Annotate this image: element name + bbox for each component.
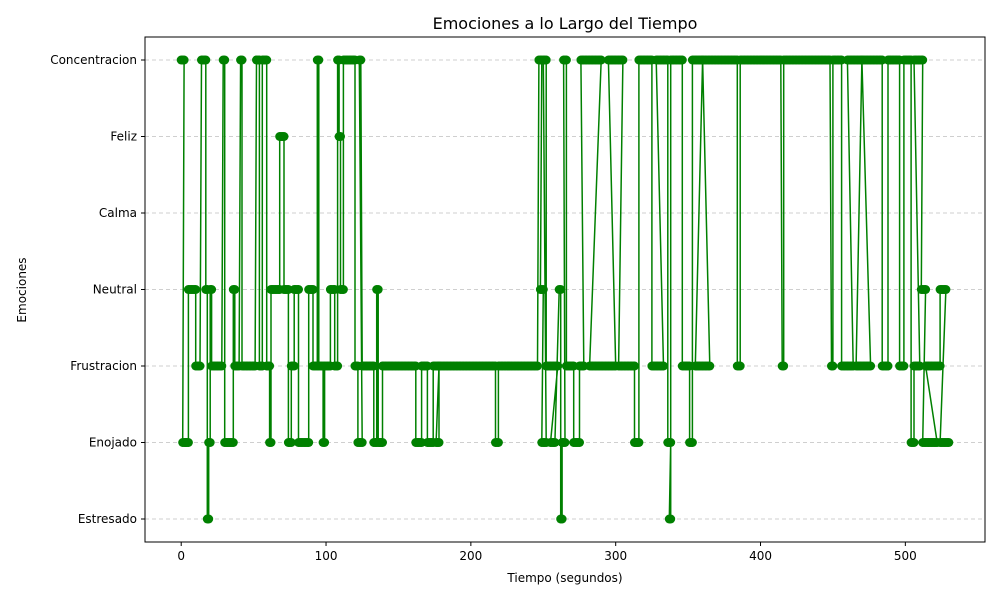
data-point bbox=[204, 514, 214, 524]
y-tick-label: Feliz bbox=[110, 130, 137, 144]
data-point bbox=[336, 132, 345, 141]
data-point bbox=[266, 438, 276, 447]
data-point bbox=[909, 438, 919, 447]
x-tick-label: 300 bbox=[604, 549, 627, 563]
data-point bbox=[687, 438, 697, 447]
x-tick-label: 0 bbox=[177, 549, 185, 563]
data-point bbox=[220, 55, 230, 65]
data-point bbox=[201, 55, 211, 65]
x-tick-label: 400 bbox=[749, 549, 772, 563]
y-tick-label: Estresado bbox=[78, 512, 137, 526]
y-tick-label: Frustracion bbox=[70, 359, 137, 373]
data-point bbox=[634, 438, 644, 447]
data-point bbox=[308, 285, 318, 294]
data-point bbox=[705, 361, 715, 371]
data-point bbox=[556, 285, 566, 294]
data-point bbox=[575, 438, 584, 447]
x-axis-label: Tiempo (segundos) bbox=[506, 571, 622, 585]
data-point bbox=[659, 361, 668, 371]
data-point bbox=[314, 55, 324, 65]
data-point bbox=[596, 55, 606, 65]
data-point bbox=[304, 438, 314, 447]
data-point bbox=[618, 55, 628, 65]
data-point bbox=[369, 361, 379, 371]
x-axis: 0 100 200 300 400 500 bbox=[177, 542, 917, 563]
data-point bbox=[550, 438, 560, 447]
data-point bbox=[677, 55, 687, 65]
x-tick-label: 200 bbox=[459, 549, 482, 563]
data-point bbox=[630, 361, 639, 371]
y-axis-label: Emociones bbox=[15, 257, 29, 322]
data-point bbox=[735, 361, 745, 371]
data-point bbox=[279, 132, 289, 141]
data-point bbox=[935, 361, 945, 371]
data-point bbox=[560, 438, 570, 447]
series-emotions bbox=[176, 55, 954, 524]
data-point bbox=[434, 438, 444, 447]
data-point bbox=[237, 55, 247, 65]
data-point bbox=[944, 438, 954, 447]
data-point bbox=[205, 438, 215, 447]
chart-title: Emociones a lo Largo del Tiempo bbox=[433, 14, 698, 33]
y-tick-label: Neutral bbox=[93, 283, 137, 297]
data-point bbox=[289, 361, 299, 371]
data-point bbox=[207, 285, 217, 294]
data-point bbox=[918, 55, 928, 65]
data-point bbox=[286, 438, 296, 447]
data-point bbox=[828, 361, 838, 371]
data-point bbox=[265, 361, 275, 371]
data-point bbox=[883, 361, 893, 371]
data-point bbox=[941, 285, 951, 294]
data-point bbox=[294, 285, 303, 294]
data-point bbox=[538, 285, 548, 294]
data-point bbox=[217, 361, 227, 371]
data-point bbox=[195, 361, 205, 371]
data-point bbox=[320, 438, 330, 447]
data-point bbox=[561, 55, 571, 65]
data-point bbox=[533, 361, 542, 371]
data-point bbox=[666, 514, 676, 524]
data-point bbox=[866, 361, 876, 371]
y-tick-label: Enojado bbox=[89, 436, 137, 450]
data-point bbox=[357, 438, 367, 447]
data-point bbox=[183, 438, 193, 447]
data-point bbox=[262, 55, 272, 65]
data-point bbox=[333, 361, 343, 371]
data-point bbox=[378, 438, 387, 447]
data-point bbox=[230, 285, 240, 294]
data-point bbox=[921, 285, 931, 294]
data-point bbox=[541, 55, 551, 65]
x-tick-label: 500 bbox=[894, 549, 917, 563]
data-point bbox=[179, 55, 189, 65]
data-point bbox=[228, 438, 238, 447]
data-point bbox=[779, 361, 789, 371]
y-tick-label: Calma bbox=[99, 206, 137, 220]
data-point bbox=[373, 285, 383, 294]
x-tick-label: 100 bbox=[315, 549, 338, 563]
y-tick-label: Concentracion bbox=[50, 53, 137, 67]
data-point bbox=[493, 438, 503, 447]
data-point bbox=[666, 438, 676, 447]
data-point bbox=[899, 361, 909, 371]
data-point bbox=[557, 514, 567, 524]
data-point bbox=[553, 361, 563, 371]
data-point bbox=[338, 285, 348, 294]
y-axis: Estresado Enojado Frustracion Neutral Calma F… bbox=[50, 53, 145, 526]
data-point bbox=[356, 55, 366, 65]
data-point bbox=[191, 285, 201, 294]
